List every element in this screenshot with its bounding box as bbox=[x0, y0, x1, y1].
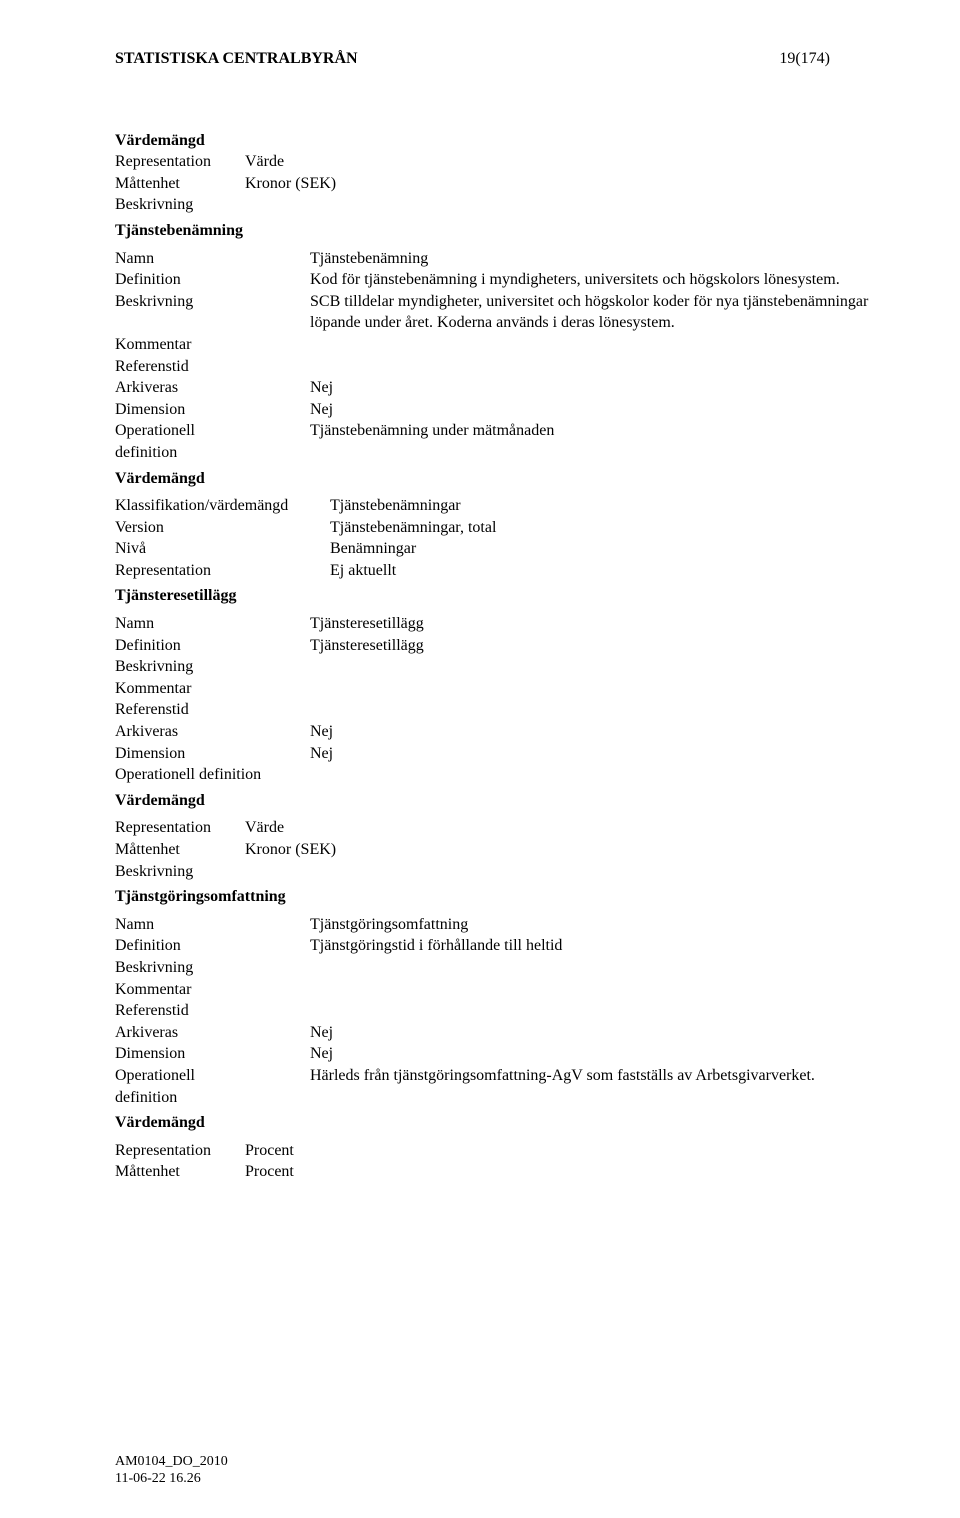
value-representation-3: Procent bbox=[245, 1140, 870, 1162]
value-arkiveras: Nej bbox=[310, 377, 870, 399]
label-kommentar-2: Kommentar bbox=[115, 678, 310, 700]
label-beskrivning-3: Beskrivning bbox=[115, 957, 310, 979]
value-beskrivning: SCB tilldelar myndigheter, universitet o… bbox=[310, 291, 870, 334]
value-dimension: Nej bbox=[310, 399, 870, 421]
label-referenstid: Referenstid bbox=[115, 356, 310, 378]
section-3: Namn Tjänstgöringsomfattning Definition … bbox=[115, 914, 870, 1134]
value-arkiveras-2: Nej bbox=[310, 721, 870, 743]
value-block-2: Representation Värde Måttenhet Kronor (S… bbox=[115, 817, 870, 907]
label-operationell-3-l1: Operationell bbox=[115, 1065, 310, 1087]
value-niva: Benämningar bbox=[330, 538, 870, 560]
label-namn: Namn bbox=[115, 248, 310, 270]
heading-tjanstebenamning: Tjänstebenämning bbox=[115, 220, 870, 242]
label-namn-3: Namn bbox=[115, 914, 310, 936]
label-mattenhet-3: Måttenhet bbox=[115, 1161, 245, 1183]
label-klass: Klassifikation/värdemängd bbox=[115, 495, 330, 517]
value-namn: Tjänstebenämning bbox=[310, 248, 870, 270]
label-opdef-2: Operationell definition bbox=[115, 764, 310, 786]
label-arkiveras: Arkiveras bbox=[115, 377, 310, 399]
label-referenstid-2: Referenstid bbox=[115, 699, 310, 721]
value-dimension-2: Nej bbox=[310, 743, 870, 765]
label-arkiveras-3: Arkiveras bbox=[115, 1022, 310, 1044]
label-representation: Representation bbox=[115, 151, 245, 173]
section-2: Namn Tjänsteresetillägg Definition Tjäns… bbox=[115, 613, 870, 811]
value-mattenhet-3: Procent bbox=[245, 1161, 870, 1183]
label-namn-2: Namn bbox=[115, 613, 310, 635]
label-definition: Definition bbox=[115, 269, 310, 291]
label-arkiveras-2: Arkiveras bbox=[115, 721, 310, 743]
label-beskrivning-v2: Beskrivning bbox=[115, 861, 245, 883]
section-1: Namn Tjänstebenämning Definition Kod för… bbox=[115, 248, 870, 490]
label-operationell-3: Operationell definition bbox=[115, 1065, 310, 1108]
label-operationell-l1: Operationell bbox=[115, 420, 310, 442]
label-dimension-2: Dimension bbox=[115, 743, 310, 765]
value-block-3: Representation Procent Måttenhet Procent bbox=[115, 1140, 870, 1183]
page-number: 19(174) bbox=[779, 48, 870, 70]
label-definition-3: Definition bbox=[115, 935, 310, 957]
klass-block: Klassifikation/värdemängd Tjänstebenämni… bbox=[115, 495, 870, 607]
value-definition: Kod för tjänstebenämning i myndigheters,… bbox=[310, 269, 870, 291]
footer-line-2: 11-06-22 16.26 bbox=[115, 1471, 228, 1488]
heading-tjanstgoringsomfattning: Tjänstgöringsomfattning bbox=[115, 886, 870, 908]
value-representation-kv: Ej aktuellt bbox=[330, 560, 870, 582]
value-block-1: Värdemängd Representation Värde Måttenhe… bbox=[115, 130, 870, 242]
heading-vardemangd-3: Värdemängd bbox=[115, 790, 870, 812]
value-mattenhet-2: Kronor (SEK) bbox=[245, 839, 870, 861]
label-beskrivning: Beskrivning bbox=[115, 291, 310, 334]
value-klass: Tjänstebenämningar bbox=[330, 495, 870, 517]
page-footer: AM0104_DO_2010 11-06-22 16.26 bbox=[115, 1454, 228, 1488]
label-operationell-3-l2: definition bbox=[115, 1087, 310, 1109]
label-operationell: Operationell definition bbox=[115, 420, 310, 463]
label-representation-3: Representation bbox=[115, 1140, 245, 1162]
label-beskrivning: Beskrivning bbox=[115, 194, 245, 216]
value-opdef-3: Härleds från tjänstgöringsomfattning-AgV… bbox=[310, 1065, 870, 1108]
label-operationell-l2: definition bbox=[115, 442, 310, 464]
label-kommentar: Kommentar bbox=[115, 334, 310, 356]
label-kommentar-3: Kommentar bbox=[115, 979, 310, 1001]
value-namn-3: Tjänstgöringsomfattning bbox=[310, 914, 870, 936]
value-version: Tjänstebenämningar, total bbox=[330, 517, 870, 539]
heading-tjansteresetillagg: Tjänsteresetillägg bbox=[115, 585, 870, 607]
footer-line-1: AM0104_DO_2010 bbox=[115, 1454, 228, 1471]
page-header: STATISTISKA CENTRALBYRÅN 19(174) bbox=[115, 48, 870, 70]
org-name: STATISTISKA CENTRALBYRÅN bbox=[115, 48, 358, 70]
value-representation: Värde bbox=[245, 151, 870, 173]
label-niva: Nivå bbox=[115, 538, 330, 560]
value-mattenhet: Kronor (SEK) bbox=[245, 173, 870, 195]
label-mattenhet-2: Måttenhet bbox=[115, 839, 245, 861]
value-definition-3: Tjänstgöringstid i förhållande till helt… bbox=[310, 935, 870, 957]
value-dimension-3: Nej bbox=[310, 1043, 870, 1065]
label-mattenhet: Måttenhet bbox=[115, 173, 245, 195]
heading-vardemangd: Värdemängd bbox=[115, 130, 870, 152]
label-version: Version bbox=[115, 517, 330, 539]
label-representation-kv: Representation bbox=[115, 560, 330, 582]
label-dimension-3: Dimension bbox=[115, 1043, 310, 1065]
value-definition-2: Tjänsteresetillägg bbox=[310, 635, 870, 657]
label-referenstid-3: Referenstid bbox=[115, 1000, 310, 1022]
value-representation-2: Värde bbox=[245, 817, 870, 839]
heading-vardemangd-4: Värdemängd bbox=[115, 1112, 870, 1134]
value-opdef: Tjänstebenämning under mätmånaden bbox=[310, 420, 870, 463]
label-definition-2: Definition bbox=[115, 635, 310, 657]
heading-vardemangd-2: Värdemängd bbox=[115, 468, 870, 490]
label-beskrivning-2: Beskrivning bbox=[115, 656, 310, 678]
value-namn-2: Tjänsteresetillägg bbox=[310, 613, 870, 635]
label-dimension: Dimension bbox=[115, 399, 310, 421]
label-representation-2: Representation bbox=[115, 817, 245, 839]
value-arkiveras-3: Nej bbox=[310, 1022, 870, 1044]
